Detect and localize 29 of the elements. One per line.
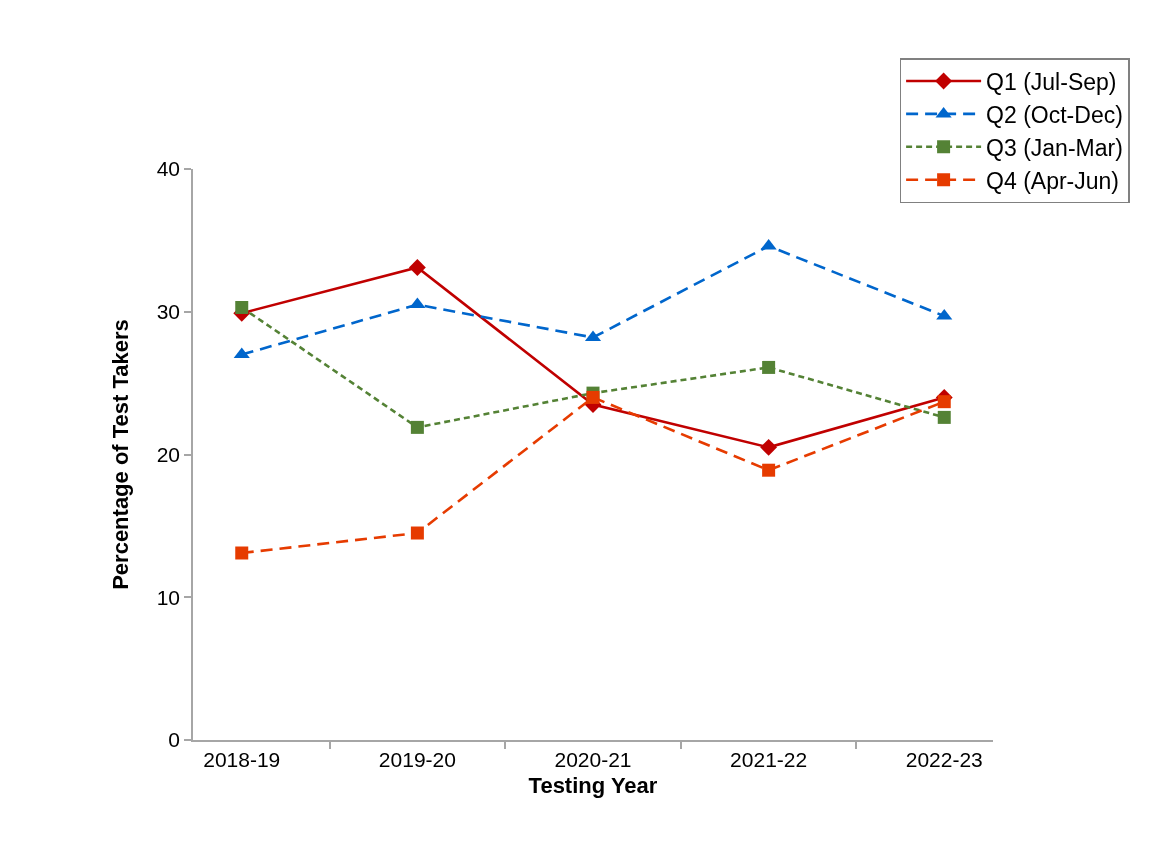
x-tick-label: 2021-22 <box>730 747 808 771</box>
y-axis-title: Percentage of Test Takers <box>107 319 133 590</box>
point <box>937 395 951 409</box>
point <box>408 259 426 276</box>
y-tick-label: 0 <box>168 728 181 752</box>
point <box>410 420 424 434</box>
y-tick-label: 20 <box>156 442 181 466</box>
x-axis-title: Testing Year <box>528 773 658 799</box>
x-tick-label: 2018-19 <box>203 747 281 771</box>
legend-label: Q2 (Oct-Dec) <box>986 101 1123 128</box>
point <box>760 438 778 456</box>
point <box>235 300 249 314</box>
point <box>937 410 951 424</box>
point <box>586 390 600 404</box>
legend-label: Q4 (Apr-Jun) <box>986 167 1120 194</box>
point <box>235 546 249 560</box>
point <box>762 463 776 477</box>
legend-label: Q3 (Jan-Mar) <box>986 134 1123 161</box>
point <box>233 347 250 359</box>
y-tick-label: 10 <box>156 585 181 609</box>
point <box>409 297 426 309</box>
y-tick-label: 40 <box>156 157 181 181</box>
y-tick-label: 30 <box>156 300 181 324</box>
x-tick-label: 2019-20 <box>378 747 456 771</box>
x-tick-label: 2022-23 <box>905 747 983 771</box>
point <box>762 360 776 374</box>
legend-label: Q1 (Jul-Sep) <box>986 68 1117 95</box>
x-tick-label: 2020-21 <box>554 747 632 771</box>
point <box>410 526 424 540</box>
